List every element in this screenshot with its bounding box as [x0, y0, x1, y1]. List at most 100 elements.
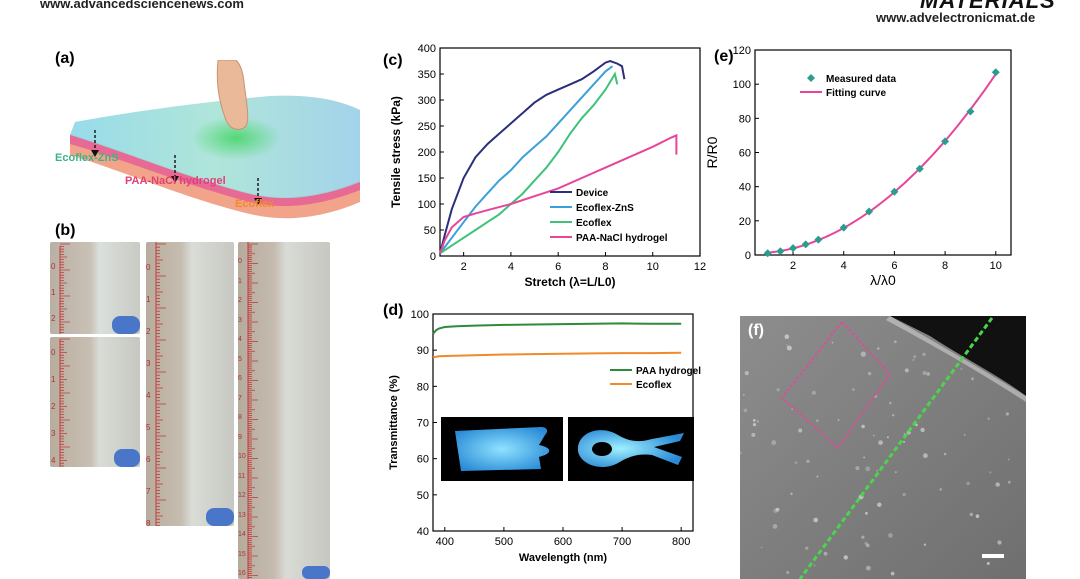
y-tick-label: 70 — [417, 418, 429, 430]
region-outline — [780, 320, 892, 450]
legend-label: PAA-NaCl hydrogel — [576, 233, 668, 244]
y-tick-label: 0 — [430, 251, 436, 263]
series-line-device — [439, 59, 626, 254]
ruler-label: 1 — [146, 295, 151, 304]
y-tick-label: 350 — [418, 69, 436, 81]
series-line-paa-nacl-hydrogel — [439, 133, 678, 254]
y-tick-label: 50 — [417, 490, 429, 502]
y-axis-label: Tensile stress (kPa) — [389, 96, 403, 208]
y-tick-label: 120 — [733, 45, 751, 57]
scale-bar — [982, 554, 1004, 558]
luminescence-glow — [191, 116, 281, 160]
x-tick-label: 12 — [694, 261, 706, 273]
ruler-label: 4 — [146, 391, 151, 400]
ruler-label: 5 — [238, 355, 242, 363]
x-tick-label: 8 — [602, 261, 608, 273]
y-tick-label: 200 — [418, 147, 436, 159]
ruler-icon — [59, 243, 140, 334]
x-axis-label: Wavelength (nm) — [519, 552, 608, 564]
ecoflex-bottom-layer — [70, 140, 360, 219]
x-tick-label: 8 — [942, 260, 948, 272]
ruler-label: 14 — [238, 531, 246, 538]
inset-photo-twisted — [568, 417, 694, 481]
panel-label-b: (b) — [55, 222, 76, 239]
legend-label: PAA hydrogel — [636, 366, 701, 377]
legend-label: Device — [576, 188, 609, 199]
ruler-label: 7 — [146, 487, 151, 496]
x-tick-label: 10 — [647, 261, 659, 273]
stress-strain-chart: 2 4 6 8 10 12 0 50 100 150 200 250 300 350 400 Stretch … — [389, 43, 706, 289]
ruler-label: 0 — [146, 263, 151, 272]
data-point-diamond — [966, 107, 975, 116]
ruler-icon — [247, 242, 330, 579]
y-tick-label: 100 — [418, 199, 436, 211]
data-point-diamond — [941, 137, 950, 146]
ruler-label: 6 — [238, 375, 242, 382]
ruler-label: 15 — [238, 550, 246, 558]
y-tick-label: 100 — [411, 309, 429, 321]
ruler-label: 5 — [146, 423, 151, 432]
x-tick-label: 800 — [672, 536, 690, 548]
ruler-label: 2 — [51, 314, 56, 323]
photo-stretched-small: 0 1 2 3 4 — [50, 337, 140, 467]
y-tick-label: 300 — [418, 95, 436, 107]
ruler-label: 1 — [238, 277, 242, 285]
x-tick-label: 500 — [495, 536, 513, 548]
ruler-label: 9 — [238, 433, 242, 441]
journal-url-right: www.advelectronicmat.de — [876, 10, 1036, 25]
y-tick-label: 50 — [424, 225, 436, 237]
ruler-label: 11 — [238, 472, 246, 480]
arrow-down-icon — [91, 150, 99, 157]
ruler-label: 6 — [146, 455, 151, 464]
y-tick-label: 40 — [417, 526, 429, 538]
y-tick-label: 60 — [739, 148, 751, 160]
ruler-label: 4 — [238, 336, 242, 343]
legend-label: Ecoflex — [636, 380, 672, 391]
legend-swatch — [807, 74, 815, 82]
ruler-label: 1 — [51, 375, 56, 384]
ruler-label: 3 — [238, 316, 242, 324]
y-tick-label: 100 — [733, 79, 751, 91]
y-axis-label: Transmittance (%) — [388, 375, 400, 470]
y-tick-label: 90 — [417, 345, 429, 357]
ruler-label: 4 — [51, 456, 56, 465]
legend-label: Ecoflex — [576, 218, 612, 229]
x-tick-label: 10 — [990, 260, 1002, 272]
y-tick-label: 20 — [739, 216, 751, 228]
layer-label-hydrogel: PAA-NaCl hydrogel — [125, 175, 226, 187]
ruler-label: 7 — [238, 394, 242, 402]
x-tick-label: 6 — [891, 260, 897, 272]
ruler-label: 0 — [238, 258, 242, 265]
x-tick-label: 700 — [613, 536, 631, 548]
journal-url-left: www.advancedsciencenews.com — [40, 0, 244, 11]
ruler-label: 0 — [51, 348, 56, 357]
ruler-label: 12 — [238, 492, 246, 499]
fitting-curve-line — [767, 73, 997, 254]
data-point-diamond — [991, 68, 1000, 77]
layer-label-ecoflex: Ecoflex — [235, 198, 275, 210]
y-tick-label: 250 — [418, 121, 436, 133]
y-axis-label: R/R0 — [704, 136, 720, 168]
panel-label-a: (a) — [55, 50, 75, 67]
layer-label-ecoflex-zns: Ecoflex-ZnS — [55, 152, 119, 164]
ruler-label: 3 — [146, 359, 151, 368]
legend-label: Fitting curve — [826, 88, 886, 99]
device-schematic — [70, 60, 360, 219]
ruler-label: 2 — [238, 297, 242, 304]
panel-label-f: (f) — [748, 322, 764, 339]
ruler-icon — [59, 338, 140, 467]
y-tick-label: 60 — [417, 454, 429, 466]
data-point-diamond — [801, 240, 810, 249]
luminescent-film-icon — [577, 430, 684, 468]
x-tick-label: 4 — [508, 261, 514, 273]
data-point-diamond — [915, 164, 924, 173]
x-tick-label: 2 — [461, 261, 467, 273]
ruler-label: 2 — [146, 327, 151, 336]
data-point-diamond — [890, 187, 899, 196]
photo-unstretched: 0 1 2 — [50, 242, 140, 334]
data-point-diamond — [776, 247, 785, 256]
ruler-label: 13 — [238, 511, 246, 519]
y-tick-label: 400 — [418, 43, 436, 55]
x-tick-label: 400 — [436, 536, 454, 548]
